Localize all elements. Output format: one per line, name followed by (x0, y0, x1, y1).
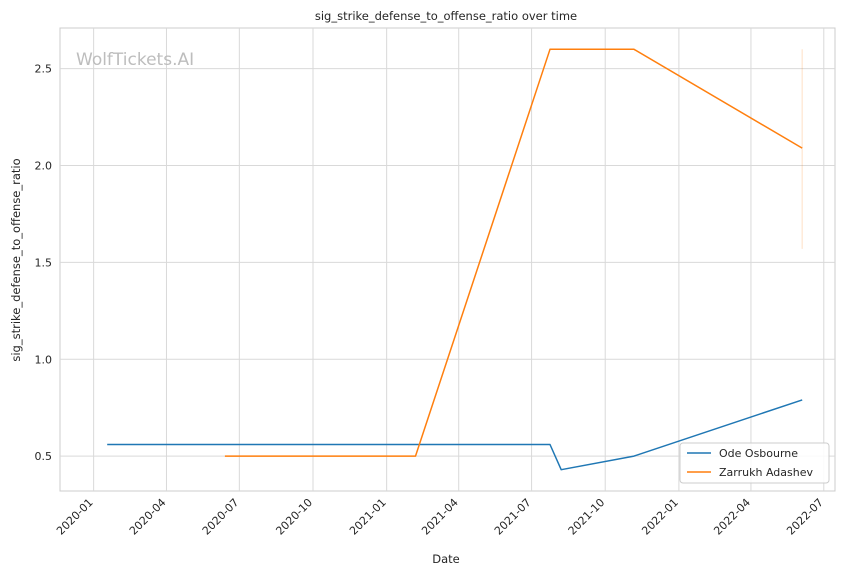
legend-label: Ode Osbourne (719, 447, 798, 460)
y-tick-label: 0.5 (35, 450, 53, 463)
legend-label: Zarrukh Adashev (719, 466, 813, 479)
x-tick-label: 2021-01 (347, 496, 389, 538)
x-tick-label: 2022-01 (639, 496, 681, 538)
series-layer (107, 48, 803, 471)
x-tick-label: 2020-07 (200, 496, 242, 538)
x-axis-ticks: 2020-01 2020-04 2020-07 2020-10 2021-01 2021-… (54, 496, 826, 538)
legend: Ode Osbourne Zarrukh Adashev (679, 442, 830, 484)
y-axis-title: sig_strike_defense_to_offense_ratio (9, 158, 23, 361)
x-tick-label: 2021-10 (566, 496, 608, 538)
plot-area (59, 27, 836, 492)
x-tick-label: 2020-04 (127, 496, 169, 538)
chart-title: sig_strike_defense_to_offense_ratio over… (315, 9, 577, 23)
x-tick-label: 2020-10 (273, 496, 315, 538)
x-tick-label: 2021-04 (419, 496, 461, 538)
x-axis-title: Date (432, 552, 460, 566)
legend-box (679, 442, 830, 484)
x-tick-label: 2022-04 (711, 496, 753, 538)
x-tick-label: 2022-07 (784, 496, 826, 538)
y-tick-label: 1.0 (35, 353, 53, 366)
y-tick-label: 2.0 (35, 160, 53, 173)
x-tick-label: 2020-01 (54, 496, 96, 538)
y-tick-label: 2.5 (35, 63, 53, 76)
watermark-text: WolfTickets.AI (76, 50, 194, 70)
series-line-1 (107, 399, 803, 471)
series-line-2 (224, 48, 803, 457)
x-tick-label: 2021-07 (492, 496, 534, 538)
y-tick-label: 1.5 (35, 256, 53, 269)
y-axis-ticks: 0.5 1.0 1.5 2.0 2.5 (35, 63, 53, 463)
